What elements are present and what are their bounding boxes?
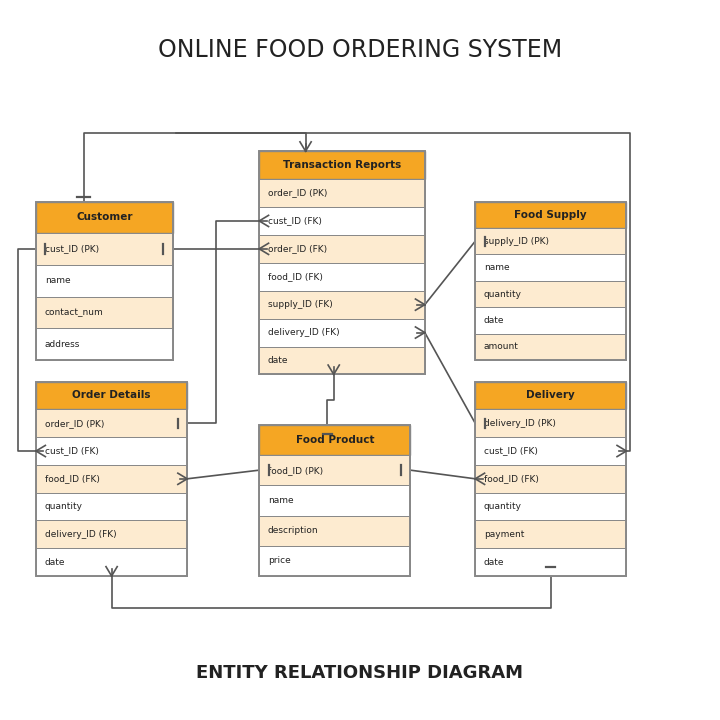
Text: date: date: [45, 557, 65, 567]
FancyBboxPatch shape: [475, 333, 626, 360]
Text: food_ID (PK): food_ID (PK): [268, 466, 323, 474]
FancyBboxPatch shape: [475, 437, 626, 465]
FancyBboxPatch shape: [259, 235, 425, 263]
FancyBboxPatch shape: [36, 521, 187, 548]
Text: date: date: [268, 356, 288, 365]
Text: delivery_ID (FK): delivery_ID (FK): [268, 328, 339, 337]
Text: Food Supply: Food Supply: [515, 210, 587, 220]
FancyBboxPatch shape: [259, 151, 425, 179]
FancyBboxPatch shape: [36, 233, 173, 265]
Text: supply_ID (PK): supply_ID (PK): [484, 237, 549, 246]
Text: cust_ID (FK): cust_ID (FK): [484, 446, 538, 456]
FancyBboxPatch shape: [259, 546, 410, 576]
FancyBboxPatch shape: [259, 455, 410, 485]
Text: price: price: [268, 557, 291, 565]
Text: description: description: [268, 526, 318, 535]
Text: payment: payment: [484, 530, 524, 539]
Text: delivery_ID (FK): delivery_ID (FK): [45, 530, 116, 539]
Text: order_ID (PK): order_ID (PK): [268, 189, 327, 197]
FancyBboxPatch shape: [259, 346, 425, 374]
FancyBboxPatch shape: [36, 297, 173, 328]
Text: Customer: Customer: [76, 212, 132, 222]
FancyBboxPatch shape: [36, 202, 173, 233]
FancyBboxPatch shape: [475, 548, 626, 576]
Text: food_ID (FK): food_ID (FK): [268, 272, 323, 282]
Text: cust_ID (PK): cust_ID (PK): [45, 245, 99, 253]
Text: food_ID (FK): food_ID (FK): [484, 474, 539, 483]
FancyBboxPatch shape: [259, 485, 410, 516]
Text: date: date: [484, 316, 504, 325]
Text: cust_ID (FK): cust_ID (FK): [268, 217, 322, 225]
FancyBboxPatch shape: [475, 382, 626, 410]
Text: Delivery: Delivery: [526, 390, 575, 400]
FancyBboxPatch shape: [259, 319, 425, 346]
FancyBboxPatch shape: [36, 410, 187, 437]
FancyBboxPatch shape: [259, 179, 425, 207]
FancyBboxPatch shape: [36, 492, 187, 521]
Text: cust_ID (FK): cust_ID (FK): [45, 446, 99, 456]
Text: food_ID (FK): food_ID (FK): [45, 474, 99, 483]
FancyBboxPatch shape: [475, 281, 626, 307]
FancyBboxPatch shape: [259, 516, 410, 546]
Text: ENTITY RELATIONSHIP DIAGRAM: ENTITY RELATIONSHIP DIAGRAM: [197, 664, 523, 683]
Text: name: name: [268, 496, 294, 505]
Text: date: date: [484, 557, 504, 567]
Text: Food Product: Food Product: [295, 435, 374, 445]
Text: quantity: quantity: [484, 289, 522, 299]
FancyBboxPatch shape: [475, 410, 626, 437]
Text: delivery_ID (PK): delivery_ID (PK): [484, 419, 556, 428]
FancyBboxPatch shape: [475, 465, 626, 492]
FancyBboxPatch shape: [36, 382, 187, 410]
Text: quantity: quantity: [484, 502, 522, 511]
FancyBboxPatch shape: [475, 521, 626, 548]
Text: supply_ID (FK): supply_ID (FK): [268, 300, 333, 309]
Text: address: address: [45, 340, 80, 348]
FancyBboxPatch shape: [36, 465, 187, 492]
Text: amount: amount: [484, 342, 518, 351]
Text: quantity: quantity: [45, 502, 83, 511]
Text: contact_num: contact_num: [45, 308, 104, 317]
FancyBboxPatch shape: [36, 548, 187, 576]
FancyBboxPatch shape: [259, 425, 410, 455]
FancyBboxPatch shape: [475, 492, 626, 521]
FancyBboxPatch shape: [475, 254, 626, 281]
Text: order_ID (FK): order_ID (FK): [268, 244, 327, 253]
FancyBboxPatch shape: [475, 202, 626, 228]
Text: name: name: [45, 276, 71, 285]
FancyBboxPatch shape: [475, 307, 626, 333]
FancyBboxPatch shape: [36, 265, 173, 297]
FancyBboxPatch shape: [259, 291, 425, 318]
FancyBboxPatch shape: [259, 263, 425, 291]
Text: Transaction Reports: Transaction Reports: [283, 160, 401, 170]
FancyBboxPatch shape: [36, 328, 173, 360]
Text: name: name: [484, 263, 510, 272]
Text: order_ID (PK): order_ID (PK): [45, 419, 104, 428]
FancyBboxPatch shape: [36, 437, 187, 465]
FancyBboxPatch shape: [475, 228, 626, 254]
FancyBboxPatch shape: [259, 207, 425, 235]
Text: Order Details: Order Details: [72, 390, 151, 400]
Text: ONLINE FOOD ORDERING SYSTEM: ONLINE FOOD ORDERING SYSTEM: [158, 38, 562, 63]
